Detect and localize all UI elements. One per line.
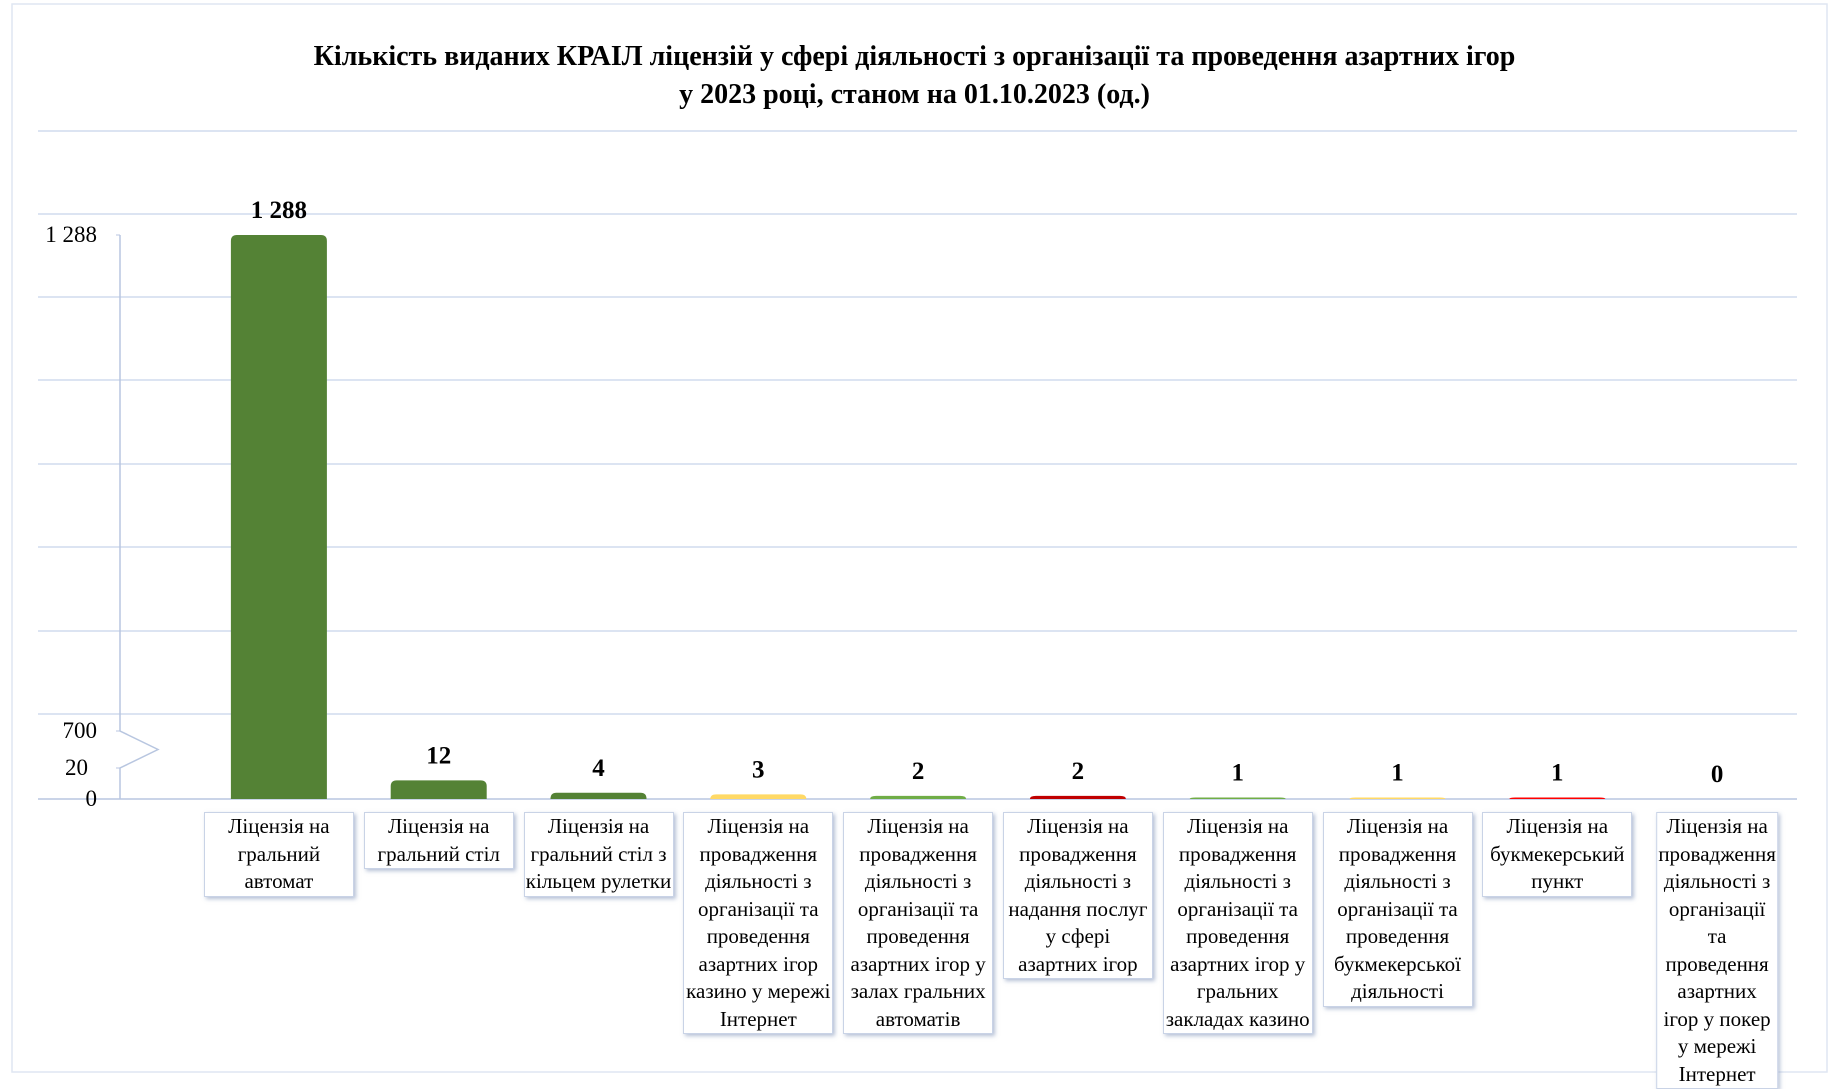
x-tick-label: Ліцензія на провадження діяльності з над… [1002,812,1153,979]
data-label: 2 [1072,758,1085,785]
y-tick-label: 1 288 [45,222,97,247]
x-tick-label: Ліцензія на провадження діяльності з орг… [843,812,994,1034]
bar [230,235,327,799]
chart-title: Кількість виданих КРАІЛ ліцензій у сфері… [313,41,1516,110]
bar [390,780,487,799]
y-tick-label: 0 [86,786,98,811]
x-tick-label: Ліцензія на гральний стіл з кільцем руле… [523,812,674,897]
data-label: 1 [1551,759,1564,786]
data-label: 1 [1231,759,1244,786]
data-label: 0 [1711,761,1724,788]
data-label: 2 [912,758,925,785]
data-label: 4 [592,755,605,782]
x-tick-label: Ліцензія на провадження діяльності з орг… [1656,812,1778,1089]
bar [870,795,967,799]
y-tick-label: 700 [63,718,98,743]
x-tick-label: Ліцензія на провадження діяльності з орг… [1162,812,1313,1034]
data-label: 12 [426,742,451,769]
background-rules [38,130,1797,715]
x-tick-label: Ліцензія на провадження діяльності з орг… [683,812,834,1034]
bar [1349,797,1446,799]
x-tick-label: Ліцензія на букмекерський пункт [1482,812,1633,897]
data-label: 1 288 [251,197,307,224]
x-tick-label: Ліцензія на провадження діяльності з орг… [1322,812,1473,1007]
y-tick-label: 20 [65,755,88,780]
bar [710,794,807,799]
chart-frame [11,3,1828,1073]
x-tick-label: Ліцензія на гральний стіл [363,812,514,869]
data-label: 1 [1391,759,1404,786]
bar [1189,797,1286,799]
bar [1029,795,1126,799]
bar [550,792,647,799]
x-tick-label: Ліцензія на гральний автомат [203,812,354,897]
bar [1509,797,1606,799]
y-axis-line [119,235,160,799]
data-label: 3 [752,756,765,783]
